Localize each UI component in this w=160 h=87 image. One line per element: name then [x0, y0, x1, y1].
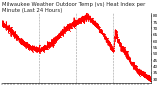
Text: Milwaukee Weather Outdoor Temp (vs) Heat Index per Minute (Last 24 Hours): Milwaukee Weather Outdoor Temp (vs) Heat…	[2, 2, 145, 13]
